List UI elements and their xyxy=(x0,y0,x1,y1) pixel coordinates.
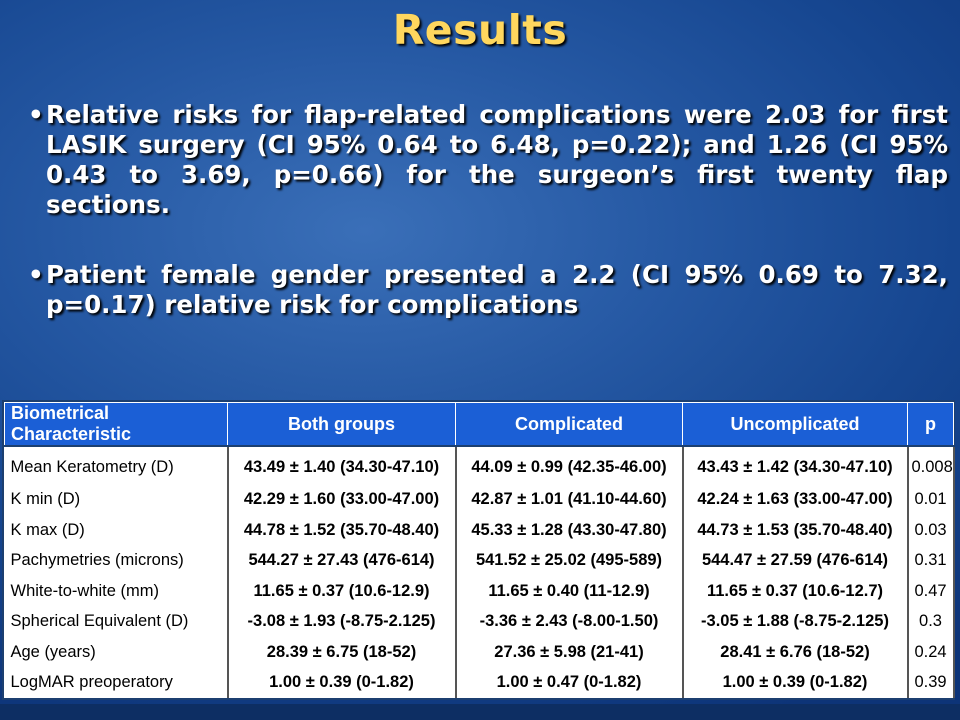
bullet-list: • Relative risks for flap-related compli… xyxy=(28,100,948,320)
table-row: Mean Keratometry (D) 43.49 ± 1.40 (34.30… xyxy=(4,446,955,485)
column-header: p xyxy=(907,402,954,447)
table-cell: 0.24 xyxy=(906,636,955,668)
table-cell: 0.31 xyxy=(906,545,955,576)
table-cell: Spherical Equivalent (D) xyxy=(4,606,229,637)
table-cell: LogMAR preoperatory xyxy=(4,667,229,698)
column-header: Both groups xyxy=(227,402,456,447)
table-cell: 44.09 ± 0.99 (42.35-46.00) xyxy=(454,446,684,485)
table-row: Spherical Equivalent (D) -3.08 ± 1.93 (-… xyxy=(4,606,955,637)
bullet-item-relative-risks: • Relative risks for flap-related compli… xyxy=(28,100,948,220)
bullet-text: Patient female gender presented a 2.2 (C… xyxy=(46,260,948,319)
table-cell: 42.87 ± 1.01 (41.10-44.60) xyxy=(454,484,684,515)
table-cell: 44.78 ± 1.52 (35.70-48.40) xyxy=(226,515,457,546)
column-header: Uncomplicated xyxy=(682,402,908,447)
table-cell: 11.65 ± 0.40 (11-12.9) xyxy=(454,575,684,607)
table-cell: 1.00 ± 0.39 (0-1.82) xyxy=(226,667,457,698)
bullet-text: Relative risks for flap-related complica… xyxy=(46,100,948,219)
slide-title: Results xyxy=(392,6,568,54)
table-cell: -3.05 ± 1.88 (-8.75-2.125) xyxy=(681,606,909,637)
column-header: Biometrical Characteristic xyxy=(4,402,228,447)
table-cell: 11.65 ± 0.37 (10.6-12.7) xyxy=(681,575,909,607)
table-row: K max (D) 44.78 ± 1.52 (35.70-48.40) 45.… xyxy=(4,515,955,546)
table-cell: K max (D) xyxy=(4,515,229,546)
table-row: LogMAR preoperatory 1.00 ± 0.39 (0-1.82)… xyxy=(4,667,955,698)
table-cell: 28.41 ± 6.76 (18-52) xyxy=(681,636,909,668)
table-cell: 44.73 ± 1.53 (35.70-48.40) xyxy=(681,515,909,546)
table-cell: 11.65 ± 0.37 (10.6-12.9) xyxy=(226,575,457,607)
table-cell: 42.29 ± 1.60 (33.00-47.00) xyxy=(226,484,457,515)
table-row: K min (D) 42.29 ± 1.60 (33.00-47.00) 42.… xyxy=(4,484,955,515)
table-cell: White-to-white (mm) xyxy=(4,575,229,607)
table-cell: 1.00 ± 0.39 (0-1.82) xyxy=(681,667,909,698)
table-cell: 43.49 ± 1.40 (34.30-47.10) xyxy=(226,446,457,485)
column-header: Complicated xyxy=(455,402,683,447)
table-cell: -3.36 ± 2.43 (-8.00-1.50) xyxy=(454,606,684,637)
bullet-icon: • xyxy=(28,100,44,129)
table-cell: 42.24 ± 1.63 (33.00-47.00) xyxy=(681,484,909,515)
table-row: Age (years) 28.39 ± 6.75 (18-52) 27.36 ±… xyxy=(4,636,955,668)
table-cell: K min (D) xyxy=(4,484,229,515)
table-cell: 27.36 ± 5.98 (21-41) xyxy=(454,636,684,668)
table-cell: 28.39 ± 6.75 (18-52) xyxy=(226,636,457,668)
table-row: White-to-white (mm) 11.65 ± 0.37 (10.6-1… xyxy=(4,575,955,607)
table-row: Pachymetries (microns) 544.27 ± 27.43 (4… xyxy=(4,545,955,576)
table-cell: 0.3 xyxy=(906,606,955,637)
biometrics-table: Biometrical Characteristic Both groups C… xyxy=(2,400,955,700)
table-cell: 0.03 xyxy=(906,515,955,546)
bullet-item-female-gender: • Patient female gender presented a 2.2 … xyxy=(28,260,948,320)
table-cell: 45.33 ± 1.28 (43.30-47.80) xyxy=(454,515,684,546)
table-cell: Mean Keratometry (D) xyxy=(4,446,229,485)
table-cell: 43.43 ± 1.42 (34.30-47.10) xyxy=(681,446,909,485)
table-cell: 0.008 xyxy=(906,446,955,485)
table-cell: -3.08 ± 1.93 (-8.75-2.125) xyxy=(226,606,457,637)
bullet-icon: • xyxy=(28,260,44,289)
table-cell: 0.39 xyxy=(906,667,955,698)
table-cell: Age (years) xyxy=(4,636,229,668)
table-cell: 0.01 xyxy=(906,484,955,515)
table-cell: 0.47 xyxy=(906,575,955,607)
table-header-row: Biometrical Characteristic Both groups C… xyxy=(4,402,954,447)
table-cell: 544.27 ± 27.43 (476-614) xyxy=(226,545,457,576)
table-cell: 541.52 ± 25.02 (495-589) xyxy=(454,545,684,576)
table-cell: 1.00 ± 0.47 (0-1.82) xyxy=(454,667,684,698)
slide-bottom-strip xyxy=(0,704,960,720)
table-cell: Pachymetries (microns) xyxy=(4,545,229,576)
table-cell: 544.47 ± 27.59 (476-614) xyxy=(681,545,909,576)
